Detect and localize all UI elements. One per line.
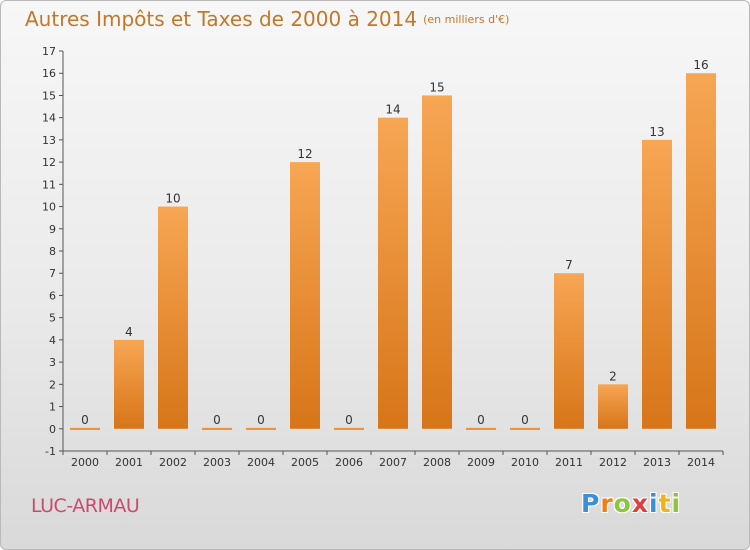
y-tick-label: 14	[42, 112, 56, 125]
bar-value-label: 0	[345, 413, 353, 427]
y-tick-label: 7	[49, 267, 56, 280]
y-tick-label: 10	[42, 201, 56, 214]
chart-title: Autres Impôts et Taxes de 2000 à 2014 (en…	[25, 7, 509, 31]
x-tick-label: 2004	[247, 456, 275, 469]
y-tick-label: 9	[49, 223, 56, 236]
bar	[510, 427, 540, 430]
bar-value-label: 0	[521, 413, 529, 427]
y-tick-label: 16	[42, 67, 56, 80]
bar-value-label: 16	[693, 58, 708, 72]
x-tick-label: 2014	[687, 456, 715, 469]
y-tick-label: 15	[42, 89, 56, 102]
y-tick-label: 1	[49, 401, 56, 414]
bar	[202, 427, 232, 430]
bar-value-label: 12	[297, 147, 312, 161]
chart-bars	[70, 73, 716, 430]
x-tick-label: 2008	[423, 456, 451, 469]
bar	[158, 206, 188, 429]
logo-letter: o	[613, 489, 632, 518]
title-text: Autres Impôts et Taxes de 2000 à 2014	[25, 7, 418, 31]
bar	[114, 339, 144, 429]
y-tick-label: 13	[42, 134, 56, 147]
x-tick-label: 2009	[467, 456, 495, 469]
y-tick-label: 17	[42, 45, 56, 58]
proxiti-logo[interactable]: Proxiti	[581, 489, 681, 518]
bar	[378, 117, 408, 429]
x-tick-label: 2013	[643, 456, 671, 469]
x-tick-label: 2011	[555, 456, 583, 469]
chart-labels: 0 4 10 0 0 12 0 14 15 0 0 7 2 13 16	[81, 58, 708, 427]
bar-value-label: 0	[257, 413, 265, 427]
bar	[246, 427, 276, 430]
y-tick-label: 4	[49, 334, 56, 347]
bar-value-label: 0	[213, 413, 221, 427]
x-tick-label: 2000	[71, 456, 99, 469]
bar	[686, 73, 716, 429]
bar-value-label: 0	[81, 413, 89, 427]
y-tick-label: -1	[45, 445, 56, 458]
bar	[466, 427, 496, 430]
bar	[642, 139, 672, 429]
x-tick-label: 2006	[335, 456, 363, 469]
y-tick-label: 8	[49, 245, 56, 258]
bar-value-label: 15	[429, 80, 444, 94]
logo-letter: i	[649, 489, 659, 518]
x-tick-label: 2001	[115, 456, 143, 469]
bar	[290, 162, 320, 429]
y-tick-label: 2	[49, 378, 56, 391]
logo-letter: x	[631, 489, 649, 518]
y-tick-label: 3	[49, 356, 56, 369]
x-tick-label: 2012	[599, 456, 627, 469]
bar-value-label: 0	[477, 413, 485, 427]
bar	[334, 427, 364, 430]
y-tick-label: 5	[49, 312, 56, 325]
logo-letter: r	[600, 489, 614, 518]
bar	[70, 427, 100, 430]
logo-letter: i	[671, 489, 682, 518]
bar-value-label: 4	[125, 325, 133, 339]
x-tick-label: 2007	[379, 456, 407, 469]
y-tick-label: 12	[42, 156, 56, 169]
bar-value-label: 10	[165, 192, 180, 206]
logo-letter: t	[658, 489, 672, 518]
bar-value-label: 14	[385, 103, 400, 117]
x-tick-label: 2002	[159, 456, 187, 469]
bar-value-label: 7	[565, 258, 573, 272]
bar	[422, 95, 452, 429]
x-tick-label: 2010	[511, 456, 539, 469]
bar-value-label: 13	[649, 125, 664, 139]
y-tick-label: 6	[49, 289, 56, 302]
commune-name: LUC-ARMAU	[31, 495, 140, 517]
x-tick-label: 2003	[203, 456, 231, 469]
bar-value-label: 2	[609, 369, 617, 383]
bar	[598, 384, 628, 429]
bar	[554, 273, 584, 429]
x-tick-label: 2005	[291, 456, 319, 469]
title-unit: (en milliers d'€)	[423, 13, 510, 26]
logo-letter: P	[581, 489, 601, 518]
y-tick-label: 0	[49, 423, 56, 436]
y-tick-label: 11	[42, 178, 56, 191]
